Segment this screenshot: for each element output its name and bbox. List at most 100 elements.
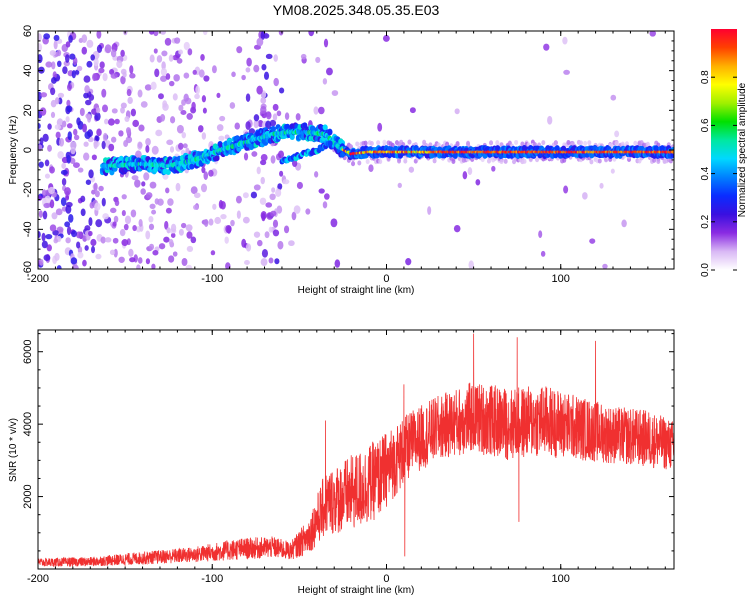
spectrogram-cell <box>208 169 214 177</box>
spectrogram-cell <box>134 150 142 160</box>
spectrogram-cell <box>73 162 80 168</box>
spectrogram-cell <box>73 128 78 136</box>
spectrogram-cell <box>104 237 112 243</box>
spectrogram-cell <box>94 190 100 198</box>
spectrogram-cell <box>130 209 137 218</box>
spectrogram-cell <box>112 237 119 244</box>
spectrogram-cell <box>108 143 115 152</box>
spectrogram-cell <box>186 245 194 253</box>
spectrogram-cell <box>582 192 588 200</box>
spectrogram-cell <box>109 249 116 256</box>
spectrogram-cell <box>155 129 163 137</box>
spectrogram-cell <box>248 128 256 135</box>
spectrogram-ytick-label: 0 <box>22 147 34 153</box>
spectrogram-cells <box>38 31 674 269</box>
spectrogram-cell <box>127 96 133 105</box>
spectrogram-cell <box>587 140 592 146</box>
spectrogram-cell <box>43 33 51 40</box>
spectrogram-cell <box>405 257 412 266</box>
spectrogram-cell <box>183 93 189 102</box>
spectrogram-cell <box>83 92 89 99</box>
spectrogram-xtick-label: 100 <box>552 273 570 285</box>
spectrogram-cell <box>269 119 277 127</box>
snr-ytick-label: 4000 <box>22 412 34 436</box>
spectrogram-cell <box>272 113 278 121</box>
spectrogram-cell <box>111 108 118 114</box>
spectrogram-cell <box>192 69 197 75</box>
spectrogram-cell <box>296 181 303 190</box>
colorbar: 0.0 0.2 0.4 0.6 0.8 Normalized spectral ampl… <box>700 29 748 277</box>
spectrogram-cell <box>83 141 89 147</box>
spectrogram-cell <box>80 195 86 203</box>
spectrogram-cell <box>214 155 220 162</box>
spectrogram-cell <box>220 200 226 210</box>
spectrogram-cell <box>153 48 158 54</box>
spectrogram-cell <box>120 75 126 85</box>
spectrogram-cell <box>38 33 42 42</box>
spectrogram-cell <box>91 245 96 254</box>
spectrogram-cell <box>49 50 56 56</box>
spectrogram-cell <box>65 205 72 214</box>
spectrogram-cell <box>260 211 267 220</box>
spectrogram-cell <box>77 167 84 173</box>
spectrogram-cell <box>121 209 126 217</box>
spectrogram-cell <box>377 122 383 132</box>
spectrogram-cell <box>649 31 656 37</box>
spectrogram-cell <box>101 140 106 150</box>
spectrogram-cell <box>128 248 134 257</box>
spectrogram-cell <box>193 192 201 199</box>
spectrogram-cell <box>315 56 321 64</box>
spectrogram-cell <box>44 173 51 179</box>
spectrogram-cell <box>272 219 279 228</box>
spectrogram-cell <box>66 154 71 164</box>
spectrogram-cell <box>56 60 62 68</box>
spectrogram-cell <box>66 99 71 107</box>
spectrogram-cell <box>66 226 72 236</box>
spectrogram-cell <box>468 260 474 269</box>
spectrogram-cell <box>67 131 72 141</box>
colorbar-tick-label: 0.4 <box>700 166 711 180</box>
spectrogram-cell <box>231 71 236 78</box>
spectrogram-cell <box>278 31 284 36</box>
spectrogram-cell <box>170 223 177 233</box>
spectrogram-cell <box>168 80 175 87</box>
colorbar-label: Normalized spectral amplitude <box>737 82 748 217</box>
spectrogram-cell <box>563 69 570 75</box>
spectrogram-ytick-label: 60 <box>22 25 34 37</box>
spectrogram-cell <box>38 161 44 168</box>
spectrogram-cell <box>138 219 143 227</box>
spectrogram-cell <box>47 144 52 152</box>
spectrogram-cell <box>225 262 231 269</box>
spectrogram-cell <box>261 249 268 258</box>
spectrogram-cell <box>51 212 58 220</box>
spectrogram-cell <box>150 81 157 90</box>
spectrogram-cell <box>656 159 661 165</box>
spectrogram-cell <box>540 250 546 257</box>
spectrogram-cell <box>263 71 270 80</box>
spectrogram-cell <box>94 202 101 211</box>
spectrogram-cell <box>118 130 124 137</box>
spectrogram-cell <box>563 185 569 194</box>
spectrogram-cell <box>148 223 155 231</box>
spectrogram-cell <box>68 214 74 223</box>
spectrogram-cell <box>397 158 402 164</box>
spectrogram-cell <box>143 172 150 181</box>
spectrogram-cell <box>278 87 285 94</box>
spectrogram-cell <box>49 224 57 232</box>
spectrogram-cell <box>170 116 176 124</box>
spectrogram-cell <box>256 85 263 95</box>
colorbar-tick-label: 0.6 <box>700 118 711 132</box>
spectrogram-cell <box>148 215 154 223</box>
spectrogram-cell <box>322 78 328 85</box>
spectrogram-cell <box>253 184 261 191</box>
spectrogram-cell <box>95 253 102 260</box>
spectrogram-cell <box>71 230 77 238</box>
spectrogram-cell <box>198 69 205 78</box>
spectrogram-cell <box>124 215 132 225</box>
spectrogram-cell <box>187 48 193 56</box>
spectrogram-cell <box>82 259 87 267</box>
spectrogram-cell <box>229 102 236 109</box>
spectrogram-cell <box>164 37 172 46</box>
spectrogram-cell <box>107 118 115 126</box>
spectrogram-cell <box>265 120 272 130</box>
